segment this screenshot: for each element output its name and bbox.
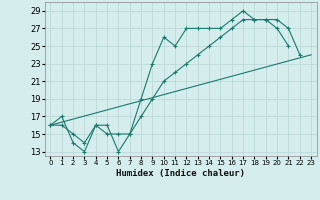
- X-axis label: Humidex (Indice chaleur): Humidex (Indice chaleur): [116, 169, 245, 178]
